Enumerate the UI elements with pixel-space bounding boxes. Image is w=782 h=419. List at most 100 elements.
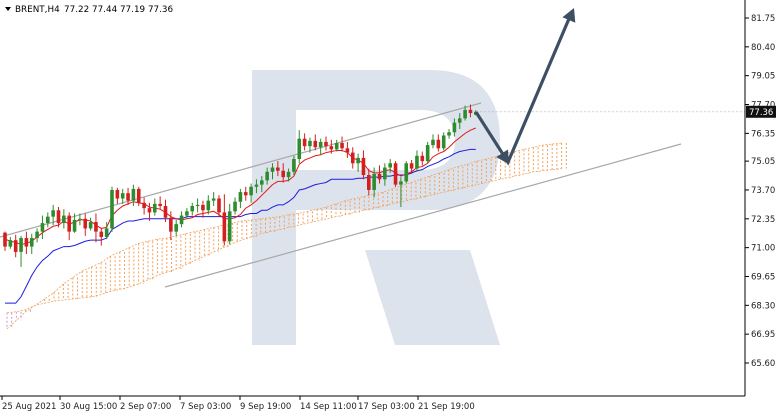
price-label: 71.00 <box>751 244 775 254</box>
candle-body <box>452 122 457 133</box>
candle-body <box>468 109 473 114</box>
forecast-arrow <box>474 8 576 166</box>
senkou-span-a-line <box>6 142 562 330</box>
candle-body <box>340 142 344 149</box>
candle-body <box>377 173 382 180</box>
time-label: 2 Sep 07:00 <box>120 402 171 412</box>
price-label: 77.70 <box>751 101 775 111</box>
price-label: 76.35 <box>751 129 775 139</box>
forecast-arrow-head <box>562 8 576 23</box>
time-label: 25 Aug 2021 <box>2 402 56 412</box>
current-price-tag-bg <box>746 105 776 118</box>
candle-body <box>457 118 462 123</box>
candle-body <box>94 222 98 232</box>
candle-body <box>174 224 178 232</box>
candle-body <box>136 188 141 203</box>
candle-body <box>88 222 93 229</box>
candle-body <box>40 223 45 232</box>
candle-body <box>356 157 360 164</box>
candle-body <box>153 203 157 213</box>
senkou-span-b-line <box>6 168 562 314</box>
candle-body <box>115 189 120 199</box>
candle-body <box>179 215 184 225</box>
candle-body <box>62 215 66 224</box>
candle-body <box>318 141 323 148</box>
candle-body <box>276 167 280 171</box>
price-label: 72.35 <box>751 215 775 225</box>
candle-body <box>51 210 55 217</box>
candle-body <box>436 139 441 149</box>
ichimoku-cloud <box>6 142 567 330</box>
candle-body <box>56 210 61 224</box>
candle-body <box>281 170 285 178</box>
candle-body <box>367 175 371 190</box>
candle-body <box>313 140 318 148</box>
candle-body <box>8 240 13 247</box>
candle-body <box>201 204 205 211</box>
candle-body <box>361 157 366 176</box>
time-axis: 25 Aug 2021 30 Aug 15:00 2 Sep 07:00 7 Sep … <box>0 395 745 412</box>
time-label: 17 Sep 03:00 <box>358 402 415 412</box>
candle-body <box>345 148 350 153</box>
candle-body <box>227 211 232 242</box>
candle-body <box>83 218 88 229</box>
candle-body <box>169 217 173 232</box>
candle-body <box>399 181 403 185</box>
price-label: 69.65 <box>751 272 775 282</box>
price-labels: 81.75 80.40 79.05 77.70 76.35 75.05 73.70 72.35… <box>745 14 775 369</box>
candle-body <box>383 167 387 180</box>
candle-body <box>163 205 168 218</box>
forecast-arrow-head <box>496 149 509 165</box>
candles <box>3 104 745 267</box>
time-label: 30 Aug 15:00 <box>60 402 117 412</box>
price-label: 80.40 <box>751 43 775 53</box>
candle-body <box>217 198 221 213</box>
watermark-shape <box>296 70 500 210</box>
candle-body <box>249 186 253 196</box>
symbol-dropdown-icon[interactable] <box>5 7 11 11</box>
candle-body <box>99 231 104 237</box>
symbol-label: BRENT,H4 <box>15 5 60 15</box>
candle-body <box>404 163 409 182</box>
candle-body <box>13 240 18 252</box>
candle-body <box>110 189 114 229</box>
candle-body <box>447 132 451 136</box>
candle-body <box>324 141 328 147</box>
candle-body <box>104 228 109 237</box>
watermark-shape <box>365 250 500 345</box>
time-label: 7 Sep 03:00 <box>180 402 231 412</box>
candle-body <box>126 193 130 201</box>
candle-body <box>431 139 435 146</box>
candle-body <box>195 204 200 206</box>
price-label: 66.95 <box>751 330 775 340</box>
candle-body <box>425 145 430 162</box>
candle-body <box>190 205 195 212</box>
candle-body <box>409 163 414 169</box>
price-label: 65.60 <box>751 359 775 369</box>
candle-body <box>29 238 34 247</box>
candle-body <box>35 231 39 239</box>
price-label: 81.75 <box>751 14 775 24</box>
time-label: 21 Sep 19:00 <box>418 402 475 412</box>
candle-body <box>420 155 425 162</box>
current-price-tag: 77.36 <box>746 105 776 118</box>
chart-header: BRENT,H4 77.22 77.44 77.19 77.36 <box>5 5 174 15</box>
price-label: 79.05 <box>751 72 775 82</box>
candle-body <box>206 200 211 211</box>
candle-body <box>265 171 269 181</box>
candle-body <box>334 142 339 150</box>
candle-body <box>302 138 307 147</box>
candle-body <box>131 188 136 201</box>
candle-body <box>393 163 398 185</box>
candle-body <box>142 202 146 209</box>
time-label: 9 Sep 19:00 <box>240 402 291 412</box>
channel-lower-line <box>164 143 682 288</box>
price-axis: 81.75 80.40 79.05 77.70 76.35 75.05 73.70 72.35… <box>744 0 776 396</box>
candle-body <box>222 212 227 242</box>
candle-body <box>270 167 275 172</box>
candle-body <box>329 146 334 150</box>
candle-body <box>308 140 312 147</box>
candle-body <box>158 203 162 206</box>
candle-body <box>46 216 50 224</box>
